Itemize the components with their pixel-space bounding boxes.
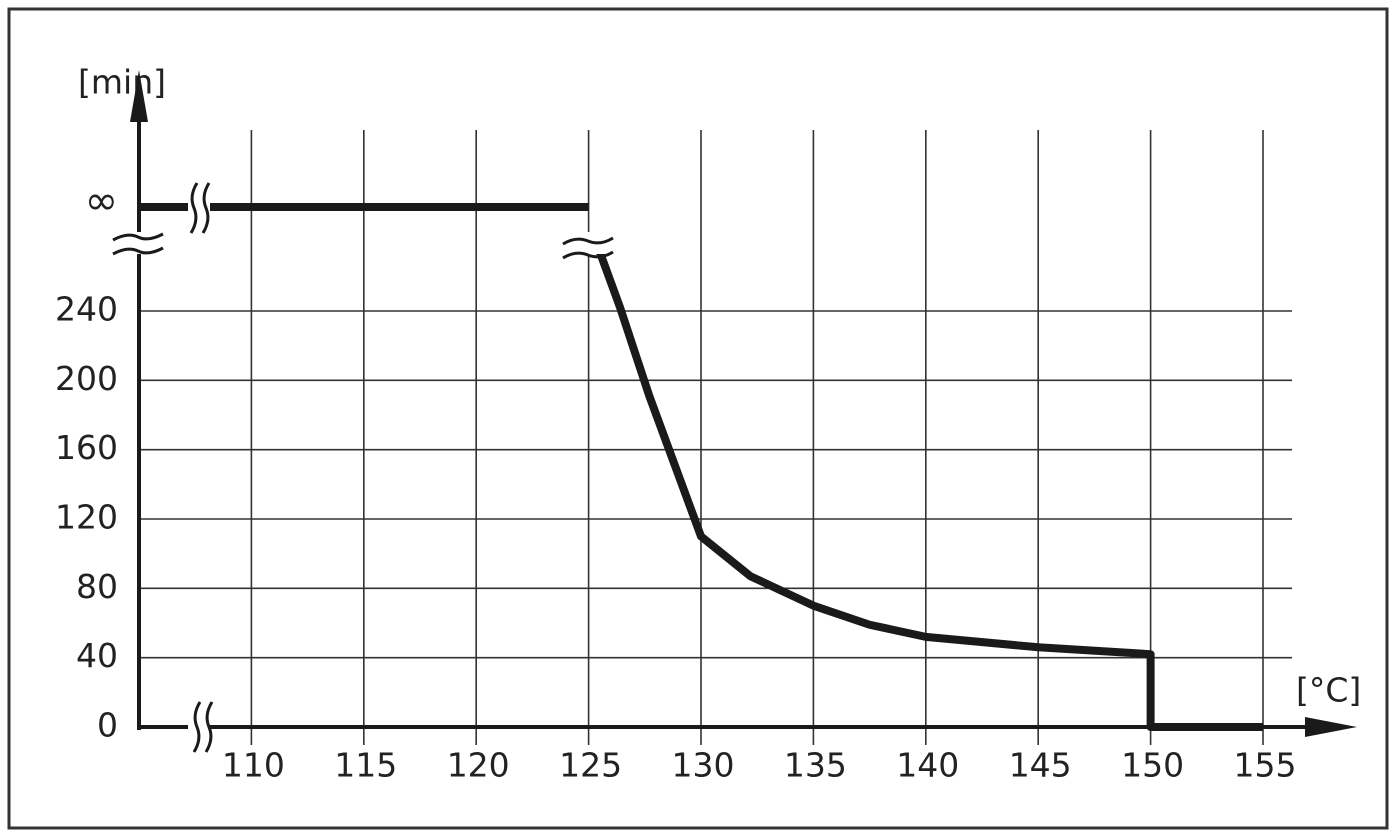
y-axis-arrow [130, 70, 148, 122]
x-tick-label: 115 [334, 746, 397, 785]
x-tick-label: 155 [1234, 746, 1297, 785]
y-tick-label: 40 [76, 636, 118, 675]
x-tick-label: 120 [447, 746, 510, 785]
y-tick-label: 240 [55, 290, 118, 329]
x-tick-label: 110 [222, 746, 285, 785]
y-tick-label: 0 [97, 706, 118, 745]
y-tick-label: 120 [55, 498, 118, 537]
frame [7, 7, 1389, 830]
data-line [139, 203, 1263, 731]
x-tick-label: 150 [1121, 746, 1184, 785]
y-tick-label: ∞ [85, 178, 118, 224]
x-tick-label: 125 [559, 746, 622, 785]
x-axis-arrow [1305, 717, 1357, 737]
y-tick-label: 200 [55, 359, 118, 398]
x-tick-label: 140 [896, 746, 959, 785]
y-tick-label: 80 [76, 567, 118, 606]
x-tick-label: 135 [784, 746, 847, 785]
y-axis-label: [min] [78, 63, 166, 102]
y-tick-label: 160 [55, 428, 118, 467]
x-tick-label: 130 [672, 746, 735, 785]
x-tick-label: 145 [1009, 746, 1072, 785]
x-axis-label: [°C] [1296, 671, 1361, 710]
break-marks [110, 182, 618, 753]
